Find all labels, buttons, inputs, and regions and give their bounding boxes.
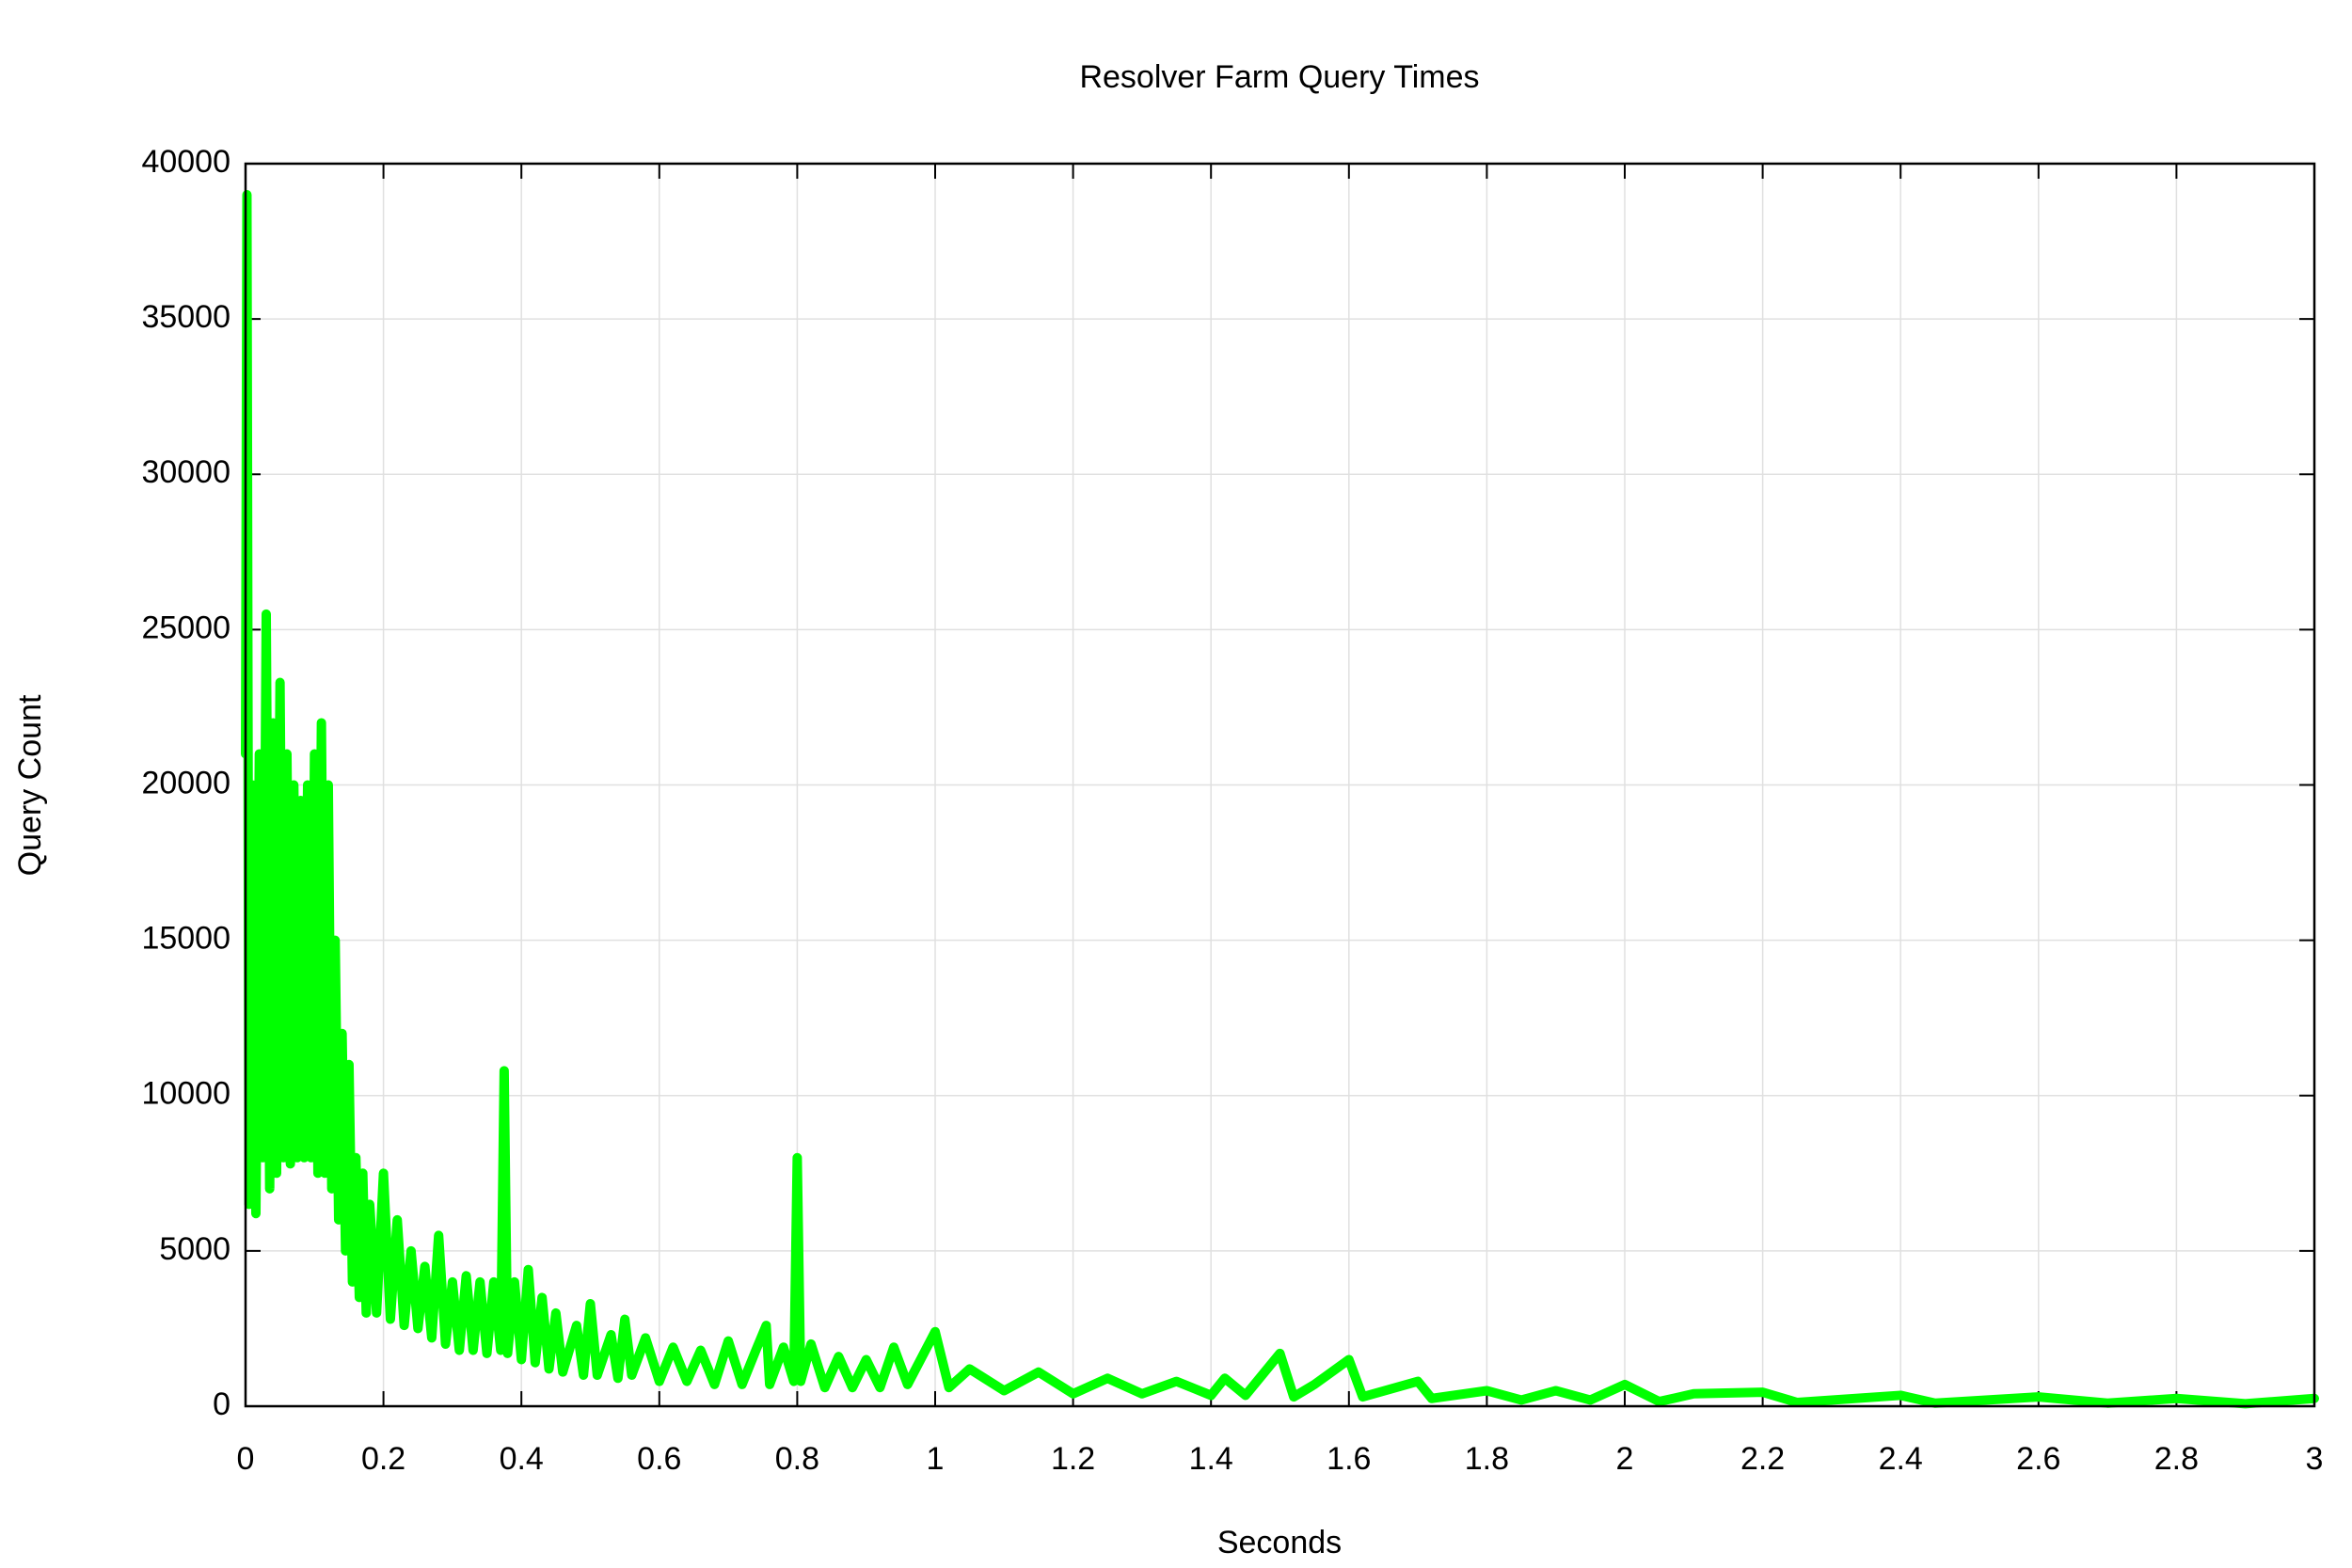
x-tick-label: 1.8 (1465, 1441, 1509, 1477)
y-tick-label: 20000 (141, 765, 230, 800)
data-line (241, 190, 2319, 1409)
x-tick-label: 0.6 (637, 1441, 681, 1477)
x-tick-label: 0 (237, 1441, 255, 1477)
y-axis-label: Query Count (12, 694, 48, 876)
y-tick-label: 40000 (141, 144, 230, 180)
x-tick-label: 2 (1616, 1441, 1634, 1477)
x-tick-label: 1.4 (1189, 1441, 1233, 1477)
x-tick-label: 2.4 (1879, 1441, 1923, 1477)
y-tick-label: 5000 (159, 1231, 230, 1267)
x-tick-label: 0.2 (361, 1441, 405, 1477)
y-tick-label: 15000 (141, 921, 230, 957)
y-tick-label: 30000 (141, 454, 230, 490)
x-tick-label: 0.8 (775, 1441, 819, 1477)
y-tick-label: 0 (213, 1386, 230, 1422)
x-tick-label: 3 (2306, 1441, 2324, 1477)
x-axis-label: Seconds (1217, 1525, 1342, 1560)
y-tick-label: 25000 (141, 610, 230, 645)
x-tick-label: 1 (927, 1441, 945, 1477)
y-tick-label: 10000 (141, 1076, 230, 1112)
x-tick-label: 2.8 (2154, 1441, 2199, 1477)
x-tick-label: 2.6 (2016, 1441, 2060, 1477)
x-tick-label: 1.6 (1327, 1441, 1371, 1477)
x-tick-label: 2.2 (1740, 1441, 1785, 1477)
x-tick-label: 1.2 (1051, 1441, 1095, 1477)
x-tick-label: 0.4 (500, 1441, 544, 1477)
y-tick-label: 35000 (141, 299, 230, 335)
chart-title: Resolver Farm Query Times (1079, 59, 1479, 95)
plot-frame (244, 162, 2316, 1408)
